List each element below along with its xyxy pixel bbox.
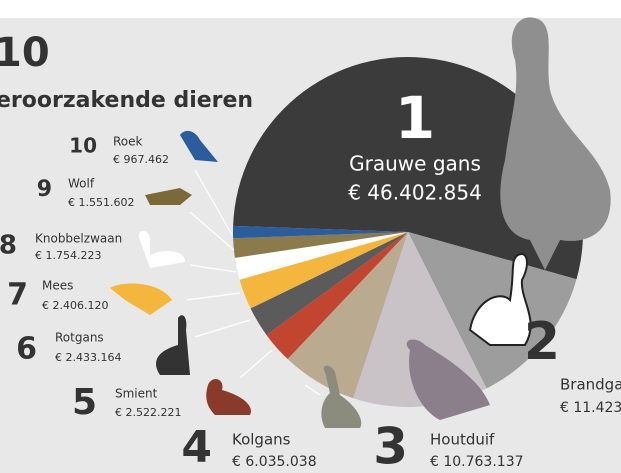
rank-label: 1 <box>395 84 435 152</box>
pie-slice <box>266 232 408 360</box>
category-label: Knobbelzwaan <box>35 232 122 246</box>
value-label: € 967.462 <box>113 153 169 166</box>
leader-line <box>194 169 233 236</box>
rank-label: 4 <box>181 422 212 473</box>
rank-label: 5 <box>72 382 97 423</box>
value-label: € 10.763.137 <box>430 454 524 470</box>
wolf-silhouette <box>145 188 192 205</box>
value-label: € 6.035.038 <box>232 454 317 470</box>
goose-silhouette <box>500 17 611 271</box>
chart-title: 10 <box>0 30 50 76</box>
pie-slice <box>233 56 583 280</box>
rank-label: 2 <box>524 312 560 372</box>
category-label: Grauwe gans <box>349 152 481 176</box>
pie-slice <box>239 232 408 309</box>
smient-silhouette <box>206 378 251 415</box>
leader-line <box>239 349 273 379</box>
pie-slice <box>250 232 408 335</box>
category-label: Houtduif <box>430 431 495 449</box>
pie-slice <box>233 225 408 239</box>
leader-line <box>304 384 321 396</box>
rank-label: 8 <box>0 231 17 261</box>
value-label: € 2.406.120 <box>42 299 108 312</box>
chart-subtitle: eroorzakende dieren <box>0 88 253 113</box>
category-label: Mees <box>42 279 73 293</box>
category-label: Kolgans <box>232 431 291 449</box>
rotgans-silhouette <box>156 315 190 375</box>
category-label: Roek <box>113 135 143 149</box>
roek-silhouette <box>180 130 218 162</box>
leader-line <box>186 292 241 301</box>
value-label: € 2.522.221 <box>115 406 181 419</box>
mees-silhouette <box>110 283 172 315</box>
category-label: Wolf <box>68 177 95 191</box>
leader-line <box>189 211 235 251</box>
category-label: Rotgans <box>55 331 104 345</box>
category-label: Smient <box>115 387 158 401</box>
category-label: Brandgans <box>560 376 621 394</box>
rank-label: 6 <box>16 332 37 367</box>
rank-label: 3 <box>373 418 408 473</box>
pigeon-silhouette <box>406 339 490 420</box>
kolgans-silhouette <box>321 365 362 428</box>
value-label: € 1.551.602 <box>68 196 134 209</box>
pie <box>233 56 583 407</box>
value-label: € 11.423.435 <box>560 400 621 416</box>
leader-line <box>189 264 237 273</box>
pie-slice <box>287 232 408 399</box>
rank-label: 9 <box>37 177 52 202</box>
value-label: € 46.402.854 <box>348 181 482 205</box>
swan-silhouette <box>138 231 185 268</box>
value-label: € 2.433.164 <box>55 351 121 364</box>
rank-label: 10 <box>69 134 97 158</box>
value-label: € 1.754.223 <box>35 249 101 262</box>
pie-slice <box>234 232 408 280</box>
brent-goose-silhouette <box>468 253 532 346</box>
pie-slice <box>353 232 487 407</box>
pie-slice <box>233 232 408 258</box>
rank-label: 7 <box>7 278 28 313</box>
leader-line <box>194 319 251 338</box>
